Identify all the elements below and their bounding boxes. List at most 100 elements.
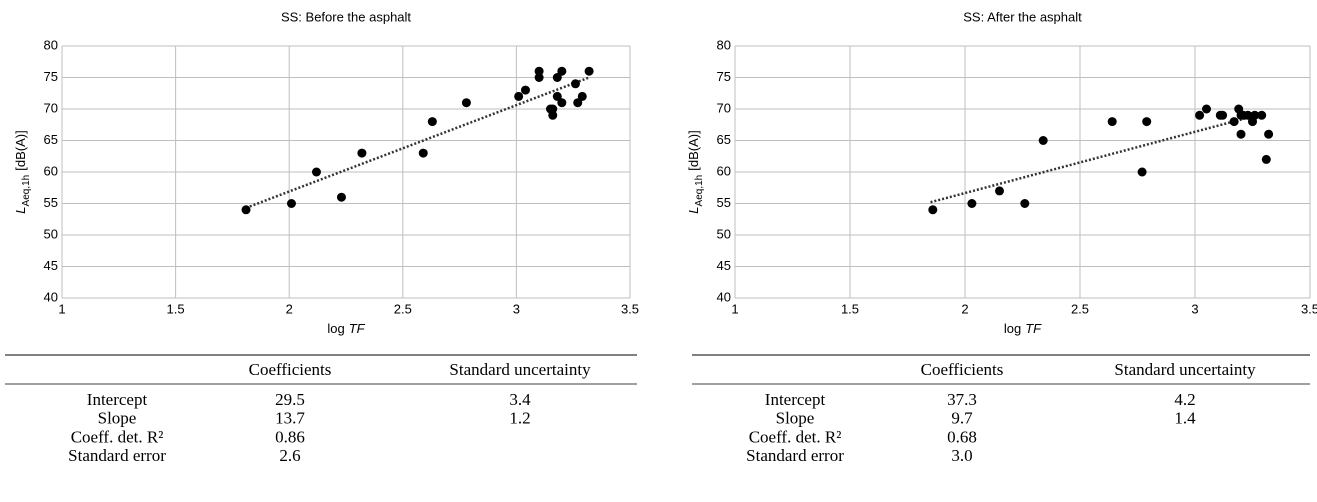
y-tick-label: 50 — [717, 226, 731, 241]
y-tick-label: 50 — [44, 226, 58, 241]
y-tick-label: 70 — [717, 100, 731, 115]
data-point — [548, 104, 558, 114]
y-label-unit: [dB(A)] — [686, 130, 701, 170]
row-label: Standard error — [68, 446, 166, 465]
data-point — [1107, 117, 1117, 127]
y-tick-label: 45 — [717, 258, 731, 273]
x-tick-label: 3.5 — [621, 301, 639, 316]
table-cell: 9.7 — [951, 409, 973, 428]
data-point — [1020, 199, 1030, 208]
y-axis-label: LAeq,1h [dB(A)] — [13, 130, 31, 213]
x-tick-label: 2 — [961, 301, 968, 316]
chart-title: SS: After the asphalt — [963, 9, 1082, 24]
data-point — [241, 205, 251, 215]
x-label-symbol: TF — [1025, 321, 1042, 336]
data-point — [1257, 110, 1267, 120]
data-point — [534, 73, 544, 82]
y-tick-label: 80 — [717, 37, 731, 52]
x-label-text: log — [327, 321, 344, 336]
trendline — [245, 76, 590, 210]
table-header: Coefficients — [249, 360, 332, 379]
data-point — [928, 205, 938, 215]
x-tick-label: 2.5 — [394, 301, 412, 316]
x-label-symbol: TF — [349, 321, 366, 336]
data-point — [570, 79, 580, 89]
data-point — [1243, 110, 1253, 120]
data-point — [336, 192, 346, 202]
y-label-subscript: Aeq,1h — [21, 175, 32, 207]
x-axis-label: log TF — [327, 321, 365, 336]
table-header: Standard uncertainty — [1114, 360, 1256, 379]
data-point — [311, 167, 321, 177]
table-cell: 3.0 — [951, 446, 972, 465]
data-point — [557, 66, 567, 76]
y-label-subscript: Aeq,1h — [694, 175, 705, 207]
x-axis-label: log TF — [1004, 321, 1042, 336]
y-tick-label: 55 — [717, 195, 731, 210]
y-tick-label: 70 — [44, 100, 58, 115]
row-label: Standard error — [746, 446, 844, 465]
x-tick-label: 3 — [1191, 301, 1198, 316]
x-tick-label: 3 — [513, 301, 520, 316]
x-tick-label: 1.5 — [841, 301, 859, 316]
y-axis-label: LAeq,1h [dB(A)] — [686, 130, 704, 213]
table-cell: 0.68 — [947, 427, 977, 446]
row-label: Slope — [98, 409, 137, 428]
data-point — [1264, 129, 1274, 139]
x-tick-label: 1 — [58, 301, 65, 316]
x-tick-label: 3.5 — [1301, 301, 1317, 316]
data-point — [1218, 110, 1228, 120]
x-tick-label: 1 — [731, 301, 738, 316]
y-tick-label: 65 — [44, 132, 58, 147]
y-tick-label: 60 — [44, 163, 58, 178]
data-point — [520, 85, 530, 95]
data-point — [286, 199, 296, 208]
row-label: Coeff. det. R² — [749, 427, 842, 446]
y-tick-label: 40 — [44, 289, 58, 304]
table-header: Coefficients — [921, 360, 1004, 379]
table-cell: 1.2 — [509, 409, 530, 428]
data-point — [1250, 110, 1260, 120]
x-tick-label: 2 — [286, 301, 293, 316]
chart-title: SS: Before the asphalt — [281, 9, 411, 24]
table-cell: 2.6 — [279, 446, 300, 465]
data-point — [461, 98, 471, 108]
table-cell: 0.86 — [275, 427, 305, 446]
data-point — [1202, 104, 1211, 114]
table-cell: 3.4 — [509, 390, 531, 409]
x-label-text: log — [1004, 321, 1021, 336]
data-point — [573, 98, 583, 108]
data-point — [577, 91, 587, 101]
data-point — [552, 91, 562, 101]
table-cell: 29.5 — [275, 390, 305, 409]
table-cell: 4.2 — [1174, 390, 1195, 409]
y-label-unit: [dB(A)] — [13, 130, 28, 170]
y-tick-label: 75 — [44, 69, 58, 84]
data-point — [1236, 129, 1246, 139]
row-label: Slope — [776, 409, 815, 428]
data-point — [995, 186, 1004, 196]
data-point — [967, 199, 977, 208]
data-point — [1195, 110, 1205, 120]
y-tick-label: 60 — [717, 163, 731, 178]
y-label-symbol: L — [13, 206, 28, 213]
y-label-symbol: L — [686, 206, 701, 213]
table-header: Standard uncertainty — [449, 360, 591, 379]
x-tick-label: 1.5 — [167, 301, 185, 316]
data-point — [427, 117, 437, 127]
data-point — [418, 148, 428, 158]
data-point — [514, 91, 524, 101]
data-point — [1038, 136, 1048, 145]
table-cell: 1.4 — [1174, 409, 1196, 428]
data-point — [584, 66, 594, 76]
y-tick-label: 40 — [717, 289, 731, 304]
data-point — [552, 73, 562, 82]
row-label: Intercept — [765, 390, 826, 409]
data-point — [1137, 167, 1147, 177]
data-point — [1229, 117, 1239, 127]
data-point — [534, 66, 544, 76]
trendline — [930, 112, 1265, 204]
table-cell: 37.3 — [947, 390, 977, 409]
data-point — [1142, 117, 1152, 127]
